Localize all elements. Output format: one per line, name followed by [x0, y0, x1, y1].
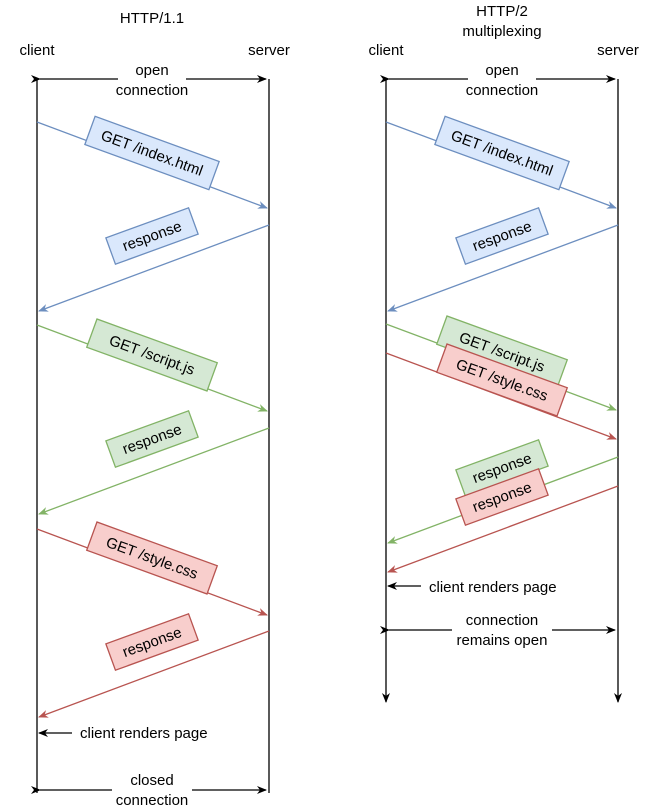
http2-open-label-1: open	[485, 62, 518, 79]
http11-get-style-box: GET /style.css	[85, 521, 219, 595]
http11-title: HTTP/1.1	[120, 10, 184, 27]
http11-open-label-2: connection	[116, 82, 189, 99]
http11-response-script-box: response	[105, 409, 199, 469]
http11-closed-label-bg	[112, 770, 192, 810]
http2-remains-label-1: connection	[466, 612, 539, 629]
http2-client-renders-label: client renders page	[429, 579, 557, 596]
http11-response-script-arrow	[38, 427, 270, 515]
http11-panel: HTTP/1.1 client server open connection G…	[19, 10, 290, 810]
http2-client-label: client	[368, 42, 404, 59]
http11-response-style-arrow	[38, 630, 270, 718]
http11-response-index-box: response	[105, 206, 199, 266]
http2-title: HTTP/2	[476, 3, 528, 20]
http11-client-label: client	[19, 42, 55, 59]
http11-server-label: server	[248, 42, 290, 59]
http2-response-index-arrow	[387, 224, 619, 312]
http11-response-index-arrow	[38, 224, 270, 312]
http2-get-index-box: GET /index.html	[434, 115, 570, 191]
http2-open-label-2: connection	[466, 82, 539, 99]
http2-remains-label-bg	[452, 610, 552, 650]
http2-subtitle: multiplexing	[462, 23, 541, 40]
http2-server-label: server	[597, 42, 639, 59]
http2-remains-label-2: remains open	[457, 632, 548, 649]
http2-panel: HTTP/2 multiplexing client server open c…	[368, 3, 639, 703]
http11-closed-label-2: connection	[116, 792, 189, 809]
http2-response-style-arrow	[387, 485, 619, 573]
http11-closed-label-1: closed	[130, 772, 173, 789]
http11-open-label-1: open	[135, 62, 168, 79]
http11-response-style-box: response	[105, 612, 199, 672]
http11-client-renders-label: client renders page	[80, 725, 208, 742]
http11-open-label-bg	[118, 62, 186, 98]
http11-get-index-box: GET /index.html	[84, 115, 220, 191]
http11-get-script-box: GET /script.js	[85, 318, 219, 392]
http2-open-label-bg	[468, 62, 536, 98]
